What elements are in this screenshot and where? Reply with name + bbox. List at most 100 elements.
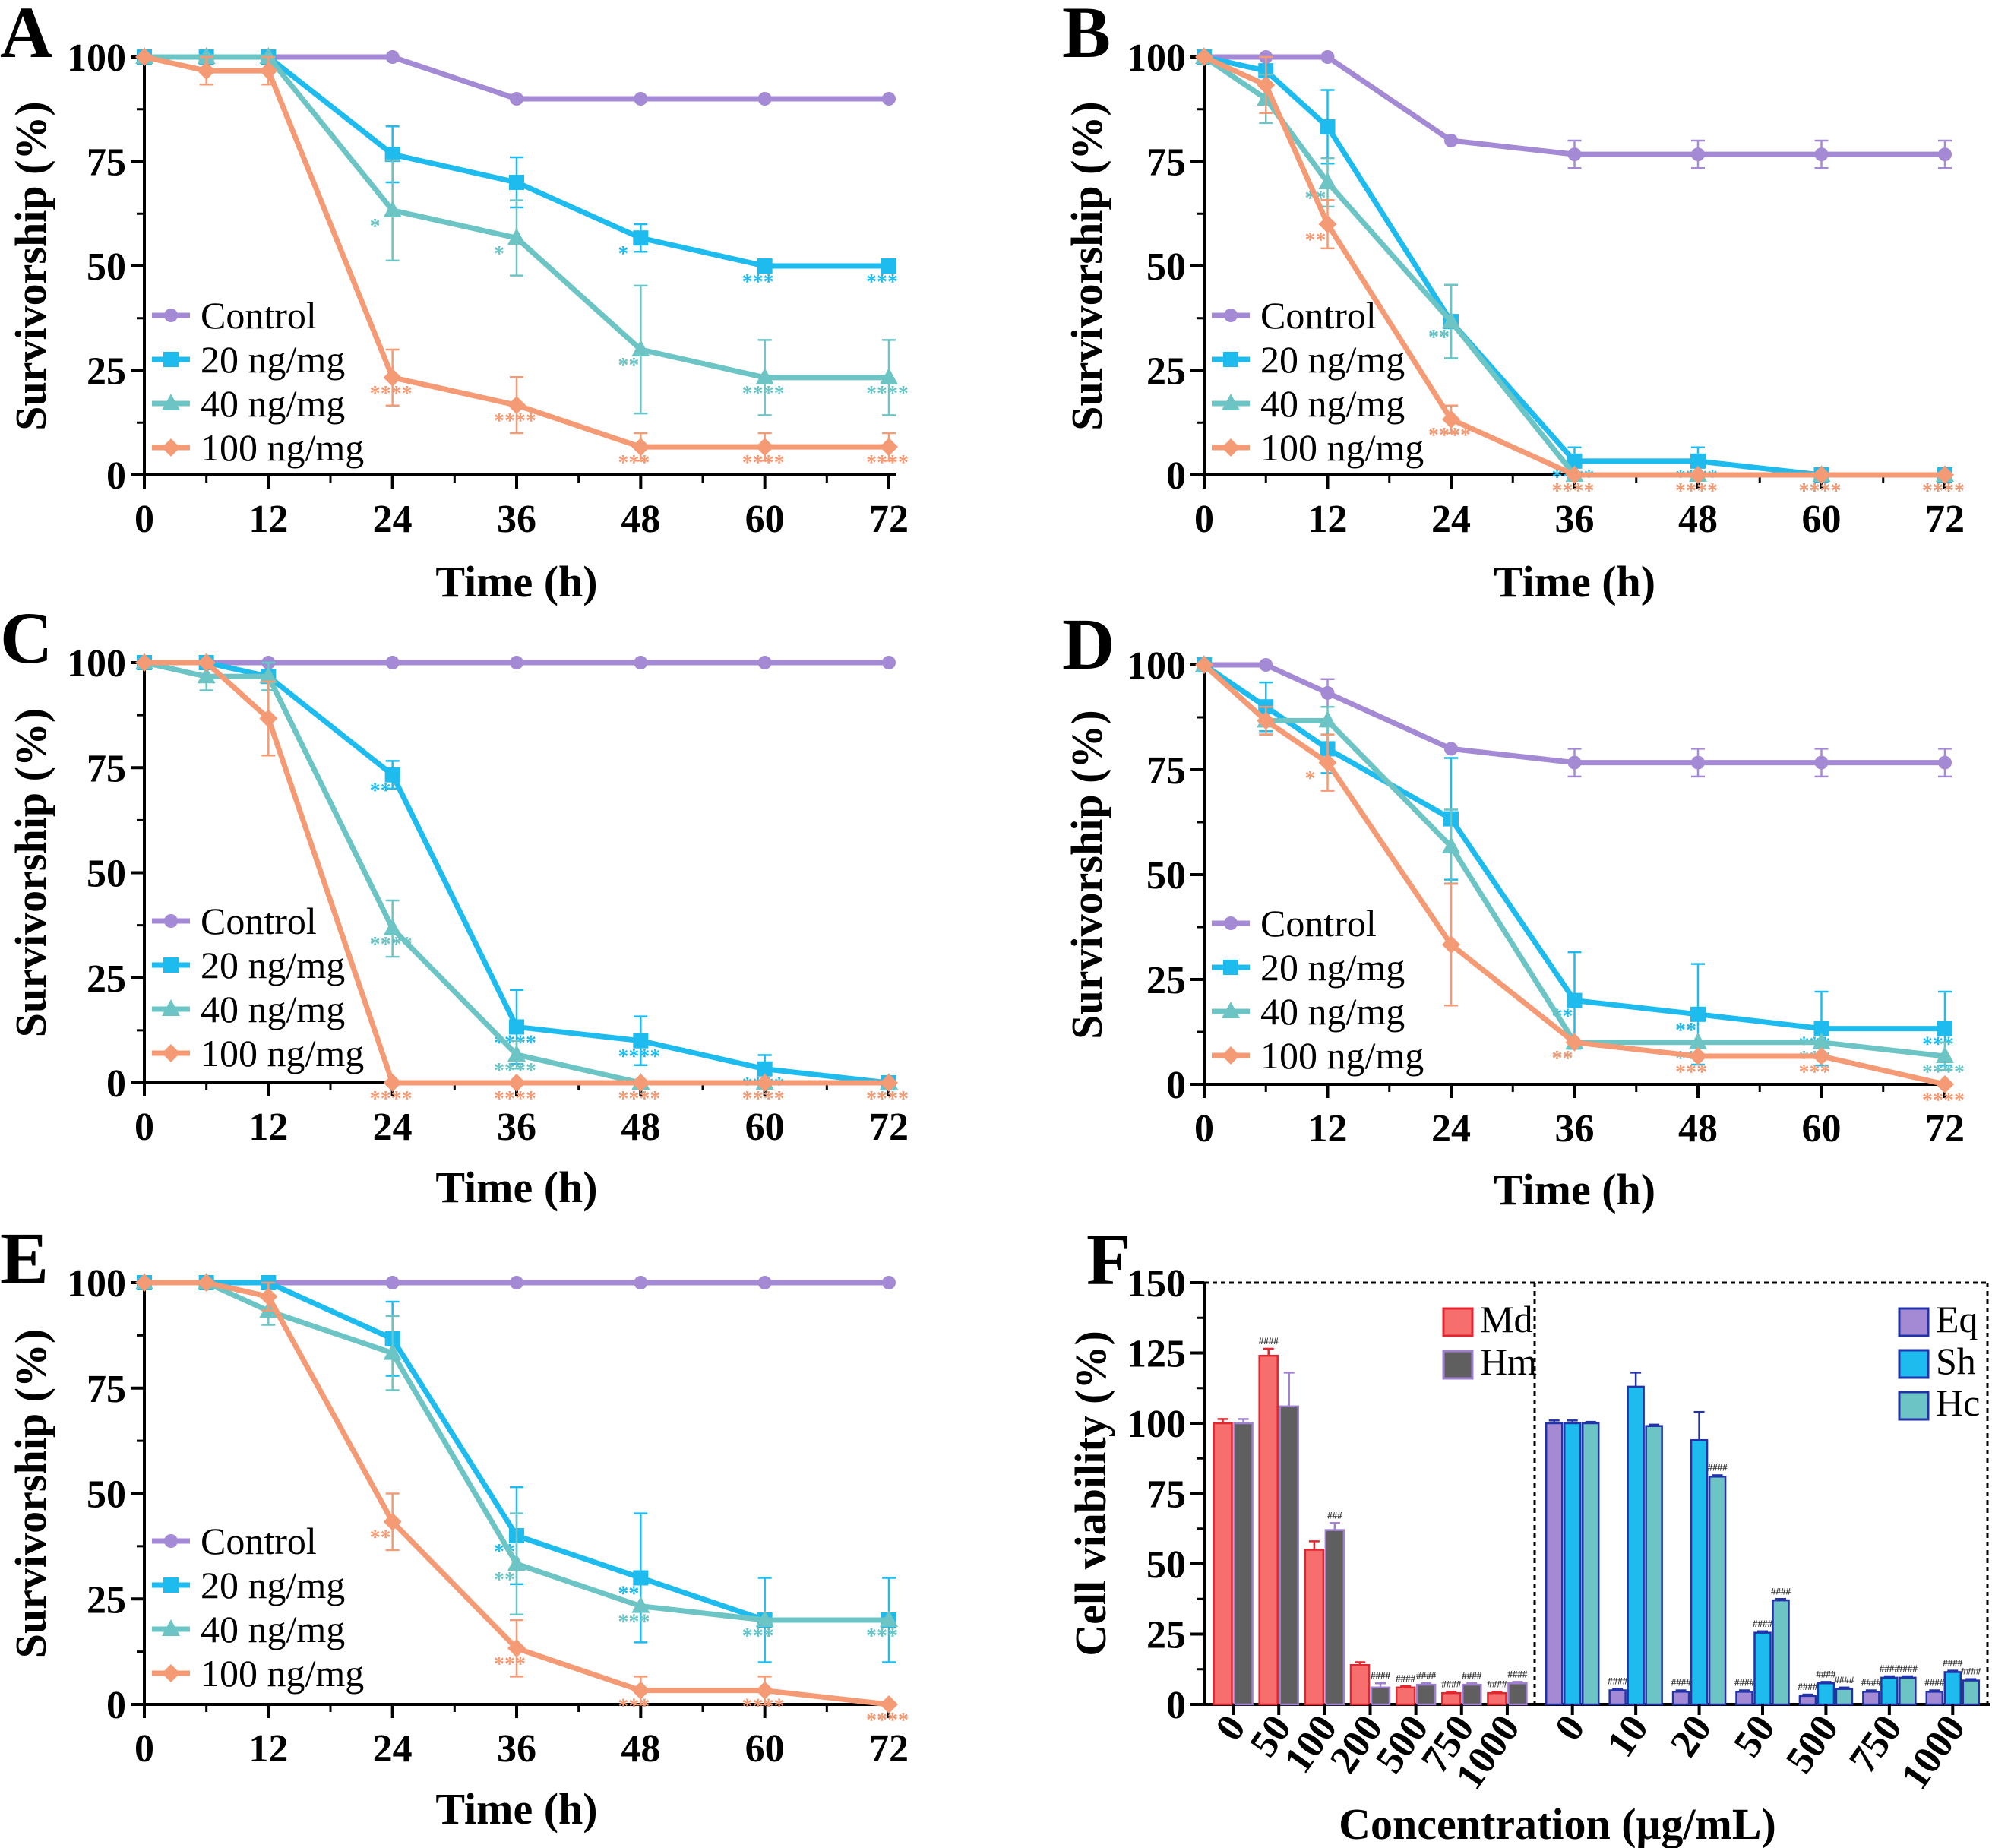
data-point [1442,837,1460,854]
significance-mark: **** [1922,479,1965,503]
legend-marker [164,914,178,928]
data-point [1812,1047,1831,1066]
y-tick-label: 100 [67,36,126,80]
data-point [755,367,774,384]
significance-mark: ** [370,780,391,803]
y-tick-label: 75 [1146,749,1186,793]
legend-marker [162,999,180,1016]
y-axis-title: Survivorship (%) [6,708,55,1037]
significance-mark: **** [1799,479,1842,503]
significance-mark: *** [742,271,774,294]
bar-sh [1690,1438,1709,1706]
y-tick-label: 0 [1166,1064,1186,1107]
significance-mark: **** [370,933,413,957]
data-point [755,1074,774,1092]
bar-eq [1671,1691,1690,1706]
data-point [1567,147,1582,162]
legend-marker [1222,1002,1240,1018]
data-point [259,1287,278,1306]
significance-mark: **** [866,382,909,406]
legend-marker [163,1577,179,1593]
x-tick-label: 72 [869,498,909,541]
significance-mark: **** [618,1087,660,1111]
significance-mark: ** [1552,1047,1573,1071]
y-tick-label: 0 [106,1062,126,1106]
x-tick-label: 0 [134,1727,154,1770]
y-tick-label: 75 [1146,141,1186,185]
significance-mark: **** [1675,479,1718,503]
bar-md [1395,1686,1416,1706]
data-point [135,1274,153,1292]
series-control [1197,658,1952,778]
significance-mark: #### [1771,1585,1791,1596]
y-tick-label: 25 [1146,350,1186,394]
legend-item: 40 ng/mg [1212,990,1405,1033]
legend-item: 100 ng/mg [1212,1034,1424,1077]
legend-label: 100 ng/mg [201,426,364,469]
legend-label: 20 ng/mg [201,944,345,986]
significance-mark: ** [1428,326,1450,350]
data-point [259,62,278,81]
significance-mark: #### [1441,1678,1462,1689]
legend-label: 40 ng/mg [201,1608,345,1650]
bar-eq [1925,1691,1944,1706]
significance-mark: ** [1428,326,1450,350]
bar-sh [1880,1676,1899,1706]
legend-item: 100 ng/mg [1212,426,1424,469]
significance-mark: *** [1675,1061,1707,1084]
y-tick-label: 25 [87,1578,126,1622]
bar-hc [1899,1676,1917,1706]
bar-hm [1233,1422,1254,1706]
data-point [881,258,896,274]
data-point [1691,755,1705,770]
data-point [631,340,650,356]
x-tick-label: 60 [745,1727,785,1770]
legend-item: 20 ng/mg [152,338,345,381]
significance-mark: **** [1922,479,1965,503]
data-point [1812,1032,1831,1049]
data-point [1936,1075,1954,1093]
y-tick-label: 0 [106,1684,126,1727]
legend-label: Control [201,900,317,942]
data-point [1318,710,1337,728]
legend-item: 40 ng/mg [1212,382,1405,425]
data-point [197,666,216,684]
significance-mark: **** [370,382,413,406]
data-point [510,656,523,669]
significance-mark: **** [1552,479,1595,503]
y-tick-label: 100 [1127,1403,1186,1446]
significance-mark: ** [618,354,639,378]
significance-mark: #### [1708,1461,1728,1473]
bar-hc [1772,1599,1790,1706]
bar-hm [1415,1683,1437,1706]
data-point [882,92,896,106]
data-point [880,1074,898,1092]
legend-item: 20 ng/mg [1212,946,1405,989]
y-tick-label: 50 [1146,854,1186,897]
significance-mark: ** [1552,1047,1573,1071]
legend-marker [1223,960,1238,975]
significance-mark: **** [866,1087,909,1111]
data-point [633,1570,649,1586]
panel-letter: E [0,1217,49,1299]
legend-label: Control [1260,294,1377,337]
series-100: **** **** **** **** **** [135,653,909,1111]
legend-label: 40 ng/mg [1260,990,1405,1033]
bar-sh [1563,1422,1582,1706]
y-axis-title: Survivorship (%) [6,101,55,430]
x-axis-title: Time (h) [1494,1165,1655,1214]
significance-mark: #### [1898,1663,1918,1674]
data-point [631,1074,650,1092]
legend-marker [162,394,180,410]
legend-label: 100 ng/mg [1260,1034,1424,1077]
bar-sh [1627,1385,1645,1706]
significance-mark: **** [618,1046,660,1069]
series-control [138,656,896,669]
significance-mark: **** [866,1087,909,1111]
data-point [510,92,523,106]
series-100: ********** **** **** **** [1195,48,1965,503]
significance-mark: ** [370,1527,391,1550]
y-tick-label: 25 [1146,959,1186,1002]
series-line [144,1280,890,1707]
